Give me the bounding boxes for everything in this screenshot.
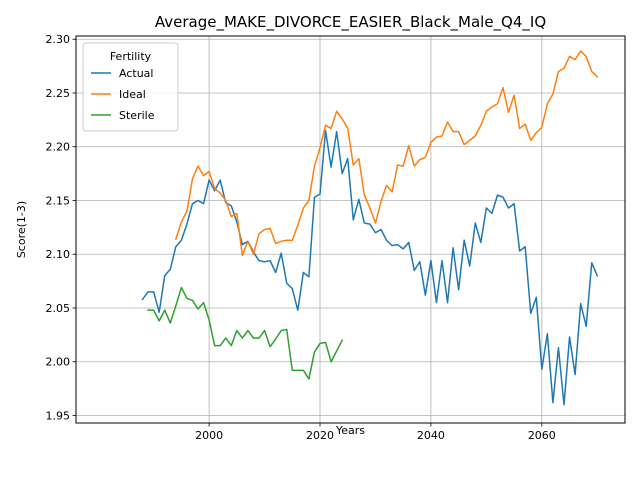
y-tick-label: 2.00: [46, 356, 71, 369]
y-axis-label: Score(1-3): [15, 201, 28, 258]
legend-title: Fertility: [110, 50, 152, 63]
y-tick-label: 2.30: [46, 33, 71, 46]
chart-title: Average_MAKE_DIVORCE_EASIER_Black_Male_Q…: [155, 13, 546, 32]
series-line-sterile: [147, 286, 344, 380]
x-tick-label: 2000: [195, 429, 223, 442]
x-tick-label: 2040: [417, 429, 445, 442]
legend-label-ideal: Ideal: [119, 88, 146, 101]
series-line-ideal: [174, 50, 599, 257]
axis-ticks: 2000 2020 2040 2060 1.95 2.00 2.05 2.10 2.15 2.20…: [46, 33, 556, 442]
legend-label-sterile: Sterile: [119, 109, 155, 122]
legend-label-actual: Actual: [119, 67, 153, 80]
y-tick-label: 2.15: [46, 194, 71, 207]
plot-area-frame: [75, 35, 626, 424]
legend: Fertility Actual Ideal Sterile: [82, 42, 179, 132]
x-axis-label: Years: [335, 424, 365, 437]
legend-box: [82, 42, 179, 132]
y-tick-label: 2.05: [46, 302, 71, 315]
series-line-actual: [141, 129, 599, 406]
y-tick-label: 2.20: [46, 141, 71, 154]
x-tick-label: 2060: [528, 429, 556, 442]
series-lines: [141, 50, 599, 406]
y-tick-label: 1.95: [46, 409, 71, 422]
y-tick-label: 2.25: [46, 87, 71, 100]
y-tick-label: 2.10: [46, 248, 71, 261]
x-tick-label: 2020: [306, 429, 334, 442]
